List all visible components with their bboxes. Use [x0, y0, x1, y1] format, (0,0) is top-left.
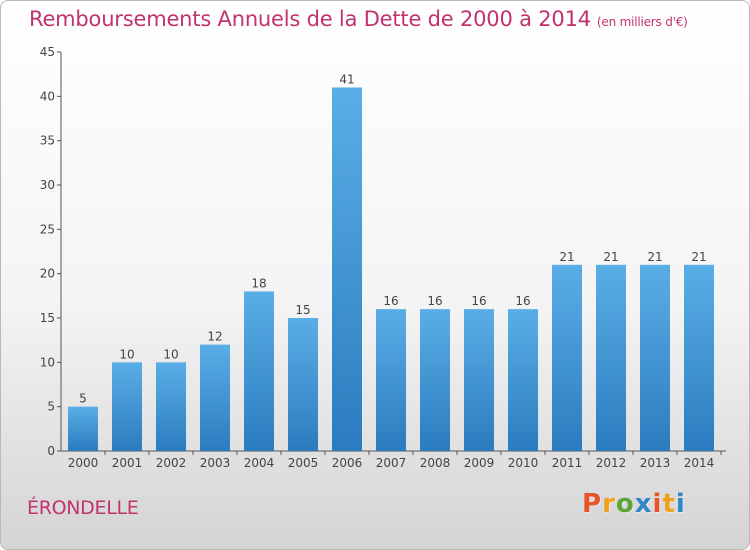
bar-value-label: 10: [119, 347, 134, 361]
bar-value-label: 10: [163, 347, 178, 361]
bar: [112, 362, 142, 451]
bar-value-label: 16: [427, 294, 442, 308]
logo-letter: x: [634, 489, 653, 519]
data-labels-group: 5 10 10 12 18 15 41 16 16 16 16 21 21 21 21: [79, 72, 706, 405]
y-axis: 0 5 10 15 20 25 30 35 40 45: [40, 45, 62, 458]
x-tick-label: 2012: [596, 456, 627, 470]
x-tick-label: 2005: [288, 456, 319, 470]
logo-letter: i: [675, 489, 686, 519]
bar-value-label: 15: [295, 303, 310, 317]
y-tick-label: 40: [40, 89, 55, 103]
bar-value-label: 16: [515, 294, 530, 308]
x-tick-label: 2004: [244, 456, 275, 470]
x-tick-label: 2010: [508, 456, 539, 470]
bar-value-label: 21: [691, 250, 706, 264]
bar: [332, 87, 362, 451]
bar: [684, 264, 714, 451]
chart-unit: (en milliers d'€): [596, 15, 688, 29]
bar-value-label: 18: [251, 276, 266, 290]
bar-value-label: 21: [603, 250, 618, 264]
y-tick-label: 45: [40, 45, 55, 59]
bars-group: [68, 87, 714, 451]
x-tick-label: 2008: [420, 456, 451, 470]
logo-letter: o: [615, 489, 635, 519]
bar: [508, 309, 538, 451]
x-tick-label: 2011: [552, 456, 583, 470]
x-tick-label: 2013: [640, 456, 671, 470]
bar-value-label: 21: [559, 250, 574, 264]
town-name: ÉRONDELLE: [27, 497, 139, 519]
bar: [244, 291, 274, 451]
bar-value-label: 5: [79, 392, 87, 406]
x-tick-label: 2001: [112, 456, 143, 470]
x-tick-label: 2007: [376, 456, 407, 470]
x-tick-label: 2000: [68, 456, 99, 470]
x-axis: 2000 2001 2002 2003 2004 2005 2006 2007 2008 2009…: [61, 450, 726, 470]
bar: [288, 318, 318, 451]
y-tick-label: 10: [40, 355, 55, 369]
bar: [68, 406, 98, 451]
y-tick-label: 15: [40, 311, 55, 325]
bar-value-label: 16: [471, 294, 486, 308]
x-tick-label: 2002: [156, 456, 187, 470]
logo-letter: t: [662, 489, 676, 519]
proxiti-logo: Proxiti: [582, 489, 686, 519]
logo-letter: i: [652, 489, 663, 519]
logo-letter: r: [602, 489, 616, 519]
bar-value-label: 12: [207, 330, 222, 344]
bar: [200, 344, 230, 451]
bar-value-label: 21: [647, 250, 662, 264]
y-tick-label: 0: [47, 444, 55, 458]
bar-value-label: 41: [339, 72, 354, 86]
chart-title: Remboursements Annuels de la Dette de 20…: [29, 7, 688, 31]
x-tick-label: 2003: [200, 456, 231, 470]
x-tick-label: 2014: [684, 456, 715, 470]
bar: [376, 309, 406, 451]
bar: [420, 309, 450, 451]
bar: [156, 362, 186, 451]
y-tick-label: 20: [40, 267, 55, 281]
x-tick-label: 2009: [464, 456, 495, 470]
y-tick-label: 35: [40, 134, 55, 148]
bar-value-label: 16: [383, 294, 398, 308]
bar: [552, 264, 582, 451]
x-tick-label: 2006: [332, 456, 363, 470]
bar: [464, 309, 494, 451]
chart-title-text: Remboursements Annuels de la Dette de 20…: [29, 7, 591, 31]
y-tick-label: 30: [40, 178, 55, 192]
y-tick-label: 5: [47, 400, 55, 414]
bar: [596, 264, 626, 451]
bar: [640, 264, 670, 451]
logo-letter: P: [582, 489, 603, 519]
y-tick-label: 25: [40, 222, 55, 236]
